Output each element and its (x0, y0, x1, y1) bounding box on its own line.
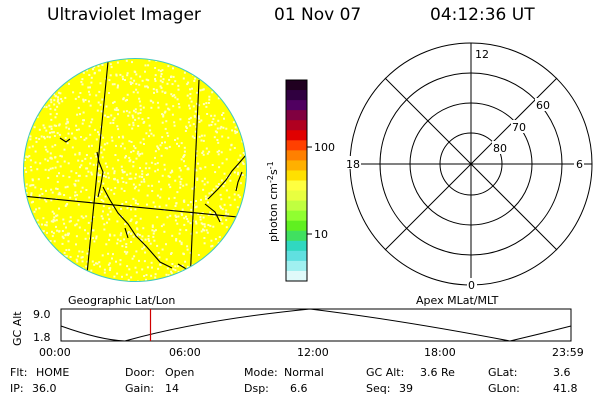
colorbar-swatch (286, 210, 307, 222)
meridian-line-1 (85, 61, 109, 281)
coast-line (204, 203, 221, 223)
colorbar-swatch (286, 200, 307, 212)
label-bg (345, 156, 361, 169)
coast-line (207, 154, 246, 200)
polar-diagonal (384, 77, 558, 251)
meridian-line-2 (189, 79, 200, 281)
colorbar-swatch (286, 270, 307, 282)
colorbar-tick-10: 10 (314, 228, 328, 241)
timeline-x-tick: 18:00 (424, 346, 456, 359)
colorbar-tick-100: 100 (314, 141, 335, 154)
polar-ring-label-80: 80 (493, 142, 507, 155)
polar-label-top: 12 (475, 48, 489, 61)
coast-line (221, 251, 227, 259)
colorbar-swatch (286, 100, 307, 111)
label-bg (574, 156, 584, 169)
status-flt: Flt: HOME (10, 366, 69, 379)
timeline-x-tick: 06:00 (169, 346, 201, 359)
colorbar-swatch (286, 90, 307, 101)
timeline-x-tick: 00:00 (39, 346, 71, 359)
status-seq: Seq: 39 (366, 382, 413, 395)
latitude-line (24, 195, 246, 219)
colorbar-swatch (286, 110, 307, 121)
colorbar-unit-label: photon cm-2s-1 (266, 161, 280, 242)
timeline-y-tick-low: 1.8 (33, 331, 51, 344)
colorbar-frame (285, 79, 308, 282)
colorbar-swatch (286, 260, 307, 272)
header-title: Ultraviolet Imager (47, 5, 201, 25)
timeline-frame (60, 308, 572, 342)
colorbar-swatch (286, 80, 307, 91)
coast-line (102, 186, 173, 269)
colorbar-swatch (286, 170, 307, 181)
timeline-y-axis-label: GC Alt (11, 311, 24, 346)
colorbar-swatch (286, 190, 307, 202)
colorbar-swatch (286, 230, 307, 242)
colorbar-swatch (286, 160, 307, 171)
orbit-timeline: Geographic Lat/Lon Apex MLat/MLT GC Alt … (11, 294, 584, 359)
colorbar-swatch (286, 250, 307, 262)
label-bg (511, 120, 529, 133)
coast-line (235, 171, 243, 192)
status-mode: Mode: Normal (244, 366, 324, 379)
coast-line (124, 227, 129, 239)
timeline-x-tick: 12:00 (297, 346, 329, 359)
timeline-x-tick: 23:59 (552, 346, 584, 359)
colorbar-swatch (286, 240, 307, 252)
status-dsp: Dsp: 6.6 (244, 382, 308, 395)
colorbar-swatches (286, 80, 307, 282)
label-bg (535, 98, 553, 111)
status-glon: GLon: 41.8 (488, 382, 578, 395)
status-glat: GLat: 3.6 (488, 366, 571, 379)
coast-line (96, 151, 104, 198)
colorbar-swatch (286, 150, 307, 161)
polar-ring-label-60: 60 (536, 99, 550, 112)
colorbar-swatch (286, 180, 307, 192)
label-bg (474, 47, 488, 60)
timeline-left-caption: Geographic Lat/Lon (68, 294, 175, 307)
polar-labels: 12 18 6 0 60 70 80 (345, 47, 584, 292)
header-date: 01 Nov 07 (274, 5, 362, 25)
polar-label-right: 6 (576, 158, 583, 171)
colorbar-swatch (286, 130, 307, 141)
uv-image-panel (23, 58, 247, 282)
label-bg (467, 278, 477, 290)
status-footer: Flt: HOME Door: Open Mode: Normal GC Alt: 3.… (10, 366, 578, 395)
polar-label-bottom: 0 (468, 279, 475, 292)
image-grid-lines (24, 61, 246, 281)
status-door: Door: Open (125, 366, 194, 379)
header-time: 04:12:36 UT (430, 5, 535, 25)
coast-line (59, 137, 71, 143)
timeline-y-tick-high: 9.0 (33, 308, 51, 321)
status-gc-alt: GC Alt: 3.6 Re (366, 366, 455, 379)
polar-plot (349, 42, 593, 286)
colorbar-swatch (286, 220, 307, 232)
altitude-curve (60, 308, 572, 342)
colorbar-swatch (286, 140, 307, 151)
timeline-right-caption: Apex MLat/MLT (416, 294, 499, 307)
label-bg (492, 141, 510, 154)
colorbar-swatch (286, 120, 307, 131)
polar-ring-label-70: 70 (512, 121, 526, 134)
colorbar: 100 10 photon cm-2s-1 (266, 79, 335, 282)
status-gain: Gain: 14 (125, 382, 179, 395)
polar-label-left: 18 (346, 158, 360, 171)
status-ip: IP: 36.0 (10, 382, 57, 395)
